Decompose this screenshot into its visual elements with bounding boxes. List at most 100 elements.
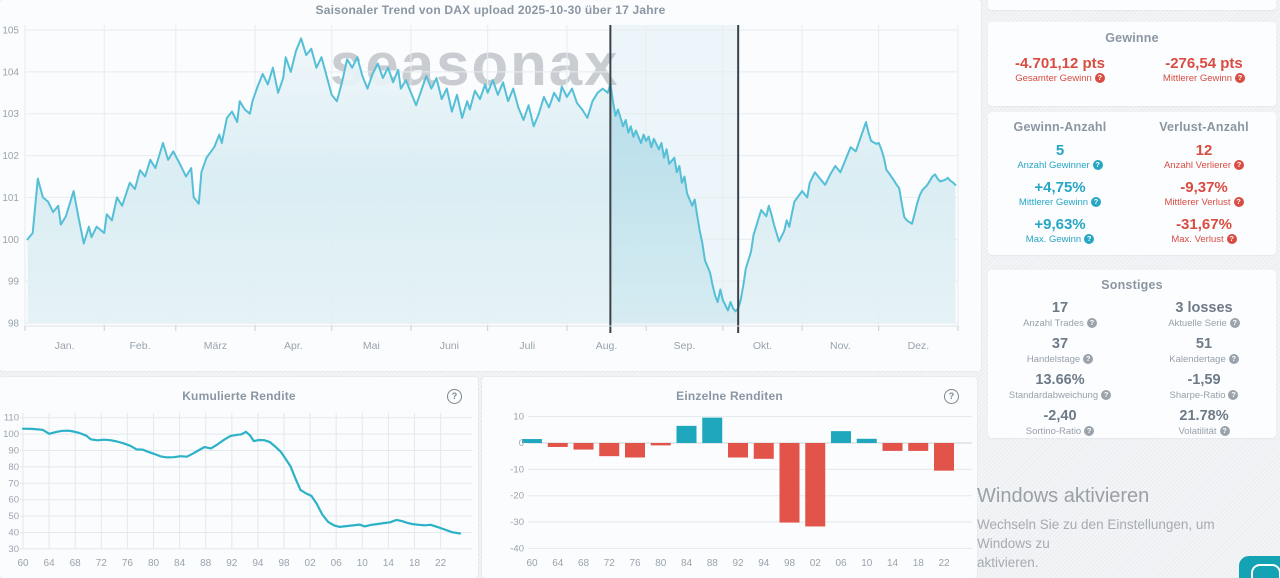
help-badge-icon[interactable]: ? — [1228, 354, 1239, 364]
stat-value: +9,63% — [1034, 216, 1086, 233]
stat-value: 37 — [1051, 336, 1069, 352]
stat-label: Handelstage? — [988, 354, 1132, 366]
stat-label: Mittlerer Verlust? — [1132, 197, 1276, 209]
svg-text:Dez.: Dez. — [908, 340, 930, 352]
svg-text:64: 64 — [552, 558, 564, 569]
svg-text:72: 72 — [96, 558, 108, 569]
stat-label: Anzahl Verlierer? — [1132, 160, 1276, 172]
help-icon[interactable]: ? — [944, 389, 959, 404]
help-badge-icon[interactable]: ? — [1234, 160, 1245, 170]
help-badge-icon[interactable]: ? — [1084, 234, 1095, 244]
svg-text:Aug.: Aug. — [596, 340, 618, 352]
stat-label: Anzahl Trades? — [988, 318, 1132, 330]
svg-text:Feb.: Feb. — [130, 340, 151, 352]
svg-text:104: 104 — [2, 67, 19, 78]
svg-text:60: 60 — [8, 495, 19, 506]
svg-text:10: 10 — [357, 558, 369, 569]
stat-value: 17 — [1051, 300, 1069, 316]
gewinne-panel-title: Gewinne — [1105, 31, 1159, 45]
help-badge-icon[interactable]: ? — [1094, 73, 1105, 83]
seasonal-chart[interactable]: 98 99 100 101 102 103 104 105 Jan. Feb. März Apr. Ma… — [0, 0, 981, 371]
svg-text:60: 60 — [526, 558, 538, 569]
windows-activation-watermark: Windows aktivieren Wechseln Sie zu den E… — [977, 485, 1272, 572]
stat-value: 21.78% — [1179, 408, 1229, 424]
stat-value: 13.66% — [1035, 372, 1085, 388]
svg-text:18: 18 — [409, 558, 421, 569]
help-badge-icon[interactable]: ? — [1226, 234, 1237, 244]
stat-value: -9,37% — [1180, 179, 1228, 196]
stat-aktuelle-serie: 3 losses Aktuelle Serie? — [1132, 299, 1276, 330]
stat-anzahl-verlierer: 12 Anzahl Verlierer? — [1132, 141, 1276, 172]
svg-text:-30: -30 — [510, 517, 524, 528]
svg-text:02: 02 — [305, 558, 317, 569]
cumulative-return-title: Kumulierte Rendite — [182, 389, 296, 403]
svg-text:92: 92 — [226, 558, 238, 569]
stat-value: +4,75% — [1034, 179, 1086, 196]
stat-value: -276,54 pts — [1165, 55, 1243, 72]
stat-mittlerer-gewinn: -276,54 pts Mittlerer Gewinn? — [1132, 54, 1276, 85]
svg-text:80: 80 — [148, 558, 160, 569]
stat-label: Sharpe-Ratio? — [1132, 390, 1276, 402]
svg-text:02: 02 — [810, 558, 822, 569]
svg-text:92: 92 — [732, 558, 744, 569]
stat-value: 12 — [1195, 142, 1213, 159]
help-badge-icon[interactable]: ? — [1219, 426, 1230, 436]
cumulative-return-chart[interactable]: 30 40 50 60 70 80 90 100 110 60 64 68 72 76 80 84 88 92 94… — [0, 377, 478, 578]
svg-text:101: 101 — [2, 193, 19, 204]
help-badge-icon[interactable]: ? — [1092, 160, 1103, 170]
stat-volatilitaet: 21.78% Volatilität? — [1132, 407, 1276, 438]
svg-text:März: März — [204, 340, 227, 352]
svg-text:110: 110 — [4, 413, 19, 424]
svg-text:84: 84 — [174, 558, 186, 569]
svg-text:98: 98 — [784, 558, 796, 569]
help-badge-icon[interactable]: ? — [1101, 390, 1112, 400]
svg-text:Nov.: Nov. — [830, 340, 851, 352]
stat-standardabweichung: 13.66% Standardabweichung? — [988, 371, 1132, 402]
svg-text:105: 105 — [2, 26, 19, 37]
chat-support-button[interactable] — [1239, 556, 1280, 578]
stat-label: Max. Gewinn? — [988, 234, 1132, 246]
svg-text:22: 22 — [435, 558, 447, 569]
help-badge-icon[interactable]: ? — [1233, 197, 1244, 207]
svg-text:30: 30 — [8, 544, 19, 555]
svg-text:06: 06 — [331, 558, 343, 569]
svg-text:Juni: Juni — [440, 340, 459, 352]
stat-label: Aktuelle Serie? — [1132, 318, 1276, 330]
sonstiges-panel: Sonstiges 17 Anzahl Trades? 3 losses Akt… — [988, 270, 1276, 438]
svg-text:-10: -10 — [510, 464, 524, 475]
windows-activation-title: Windows aktivieren — [977, 485, 1150, 507]
stat-kalendertage: 51 Kalendertage? — [1132, 335, 1276, 366]
svg-text:10: 10 — [513, 412, 524, 423]
stat-label: Mittlerer Gewinn? — [1132, 73, 1276, 85]
svg-text:14: 14 — [887, 558, 899, 569]
svg-text:88: 88 — [200, 558, 212, 569]
svg-text:Jan.: Jan. — [55, 340, 75, 352]
stat-label: Standardabweichung? — [988, 390, 1132, 402]
help-badge-icon[interactable]: ? — [1229, 318, 1240, 328]
help-badge-icon[interactable]: ? — [1086, 318, 1097, 328]
help-badge-icon[interactable]: ? — [1083, 354, 1094, 364]
individual-returns-card: Einzelne Renditen ? 10 0 -10 -20 -30 -40 60 64 6… — [482, 377, 977, 578]
help-badge-icon[interactable]: ? — [1091, 197, 1102, 207]
gewinn-anzahl-header: Gewinn-Anzahl — [1013, 120, 1107, 134]
stat-max-verlust: -31,67% Max. Verlust? — [1132, 215, 1276, 246]
help-badge-icon[interactable]: ? — [1235, 73, 1246, 83]
svg-text:99: 99 — [8, 277, 20, 288]
svg-text:68: 68 — [578, 558, 590, 569]
svg-text:88: 88 — [707, 558, 719, 569]
stat-mittlerer-verlust-pct: -9,37% Mittlerer Verlust? — [1132, 178, 1276, 209]
help-badge-icon[interactable]: ? — [1228, 390, 1239, 400]
help-badge-icon[interactable]: ? — [1084, 426, 1095, 436]
gewinne-panel: Gewinne -4.701,12 pts Gesamter Gewinn? -… — [988, 22, 1276, 106]
svg-text:-40: -40 — [510, 543, 524, 554]
svg-text:0: 0 — [519, 438, 524, 449]
svg-text:98: 98 — [278, 558, 290, 569]
sonstiges-panel-title: Sonstiges — [1101, 278, 1163, 292]
help-icon[interactable]: ? — [447, 389, 462, 404]
stat-label: Anzahl Gewinner? — [988, 160, 1132, 172]
stat-mittlerer-gewinn-pct: +4,75% Mittlerer Gewinn? — [988, 178, 1132, 209]
svg-text:14: 14 — [383, 558, 395, 569]
chat-bubble-icon — [1251, 564, 1280, 578]
